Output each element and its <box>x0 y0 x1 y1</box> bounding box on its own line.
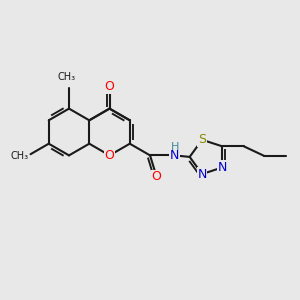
Text: CH₃: CH₃ <box>10 151 28 161</box>
Text: N: N <box>170 149 179 162</box>
Text: N: N <box>218 161 227 174</box>
Text: CH₃: CH₃ <box>58 72 76 82</box>
Text: O: O <box>105 80 115 94</box>
Text: N: N <box>197 167 207 181</box>
Text: S: S <box>198 133 206 146</box>
Text: O: O <box>105 149 115 162</box>
Text: H: H <box>170 142 179 152</box>
Text: O: O <box>152 170 162 184</box>
